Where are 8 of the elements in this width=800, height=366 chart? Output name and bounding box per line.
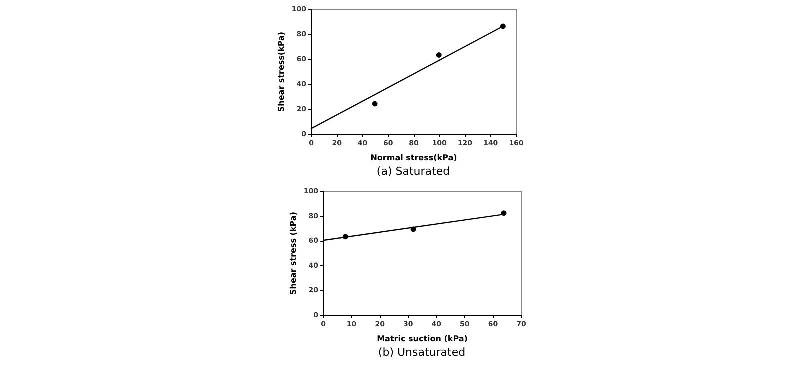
text: (a) Saturated xyxy=(376,165,450,178)
point xyxy=(372,101,378,107)
x-axis-title: Normal stress(kPa) xyxy=(370,154,457,162)
text: (b) Unsaturated xyxy=(378,346,466,359)
point xyxy=(436,52,442,58)
x-axis-title: Matric suction (kPa) xyxy=(376,334,468,344)
y-axis-title: Shear stress(kPa) xyxy=(276,32,286,112)
y-axis-title: Shear stress (kPa) xyxy=(288,212,298,295)
